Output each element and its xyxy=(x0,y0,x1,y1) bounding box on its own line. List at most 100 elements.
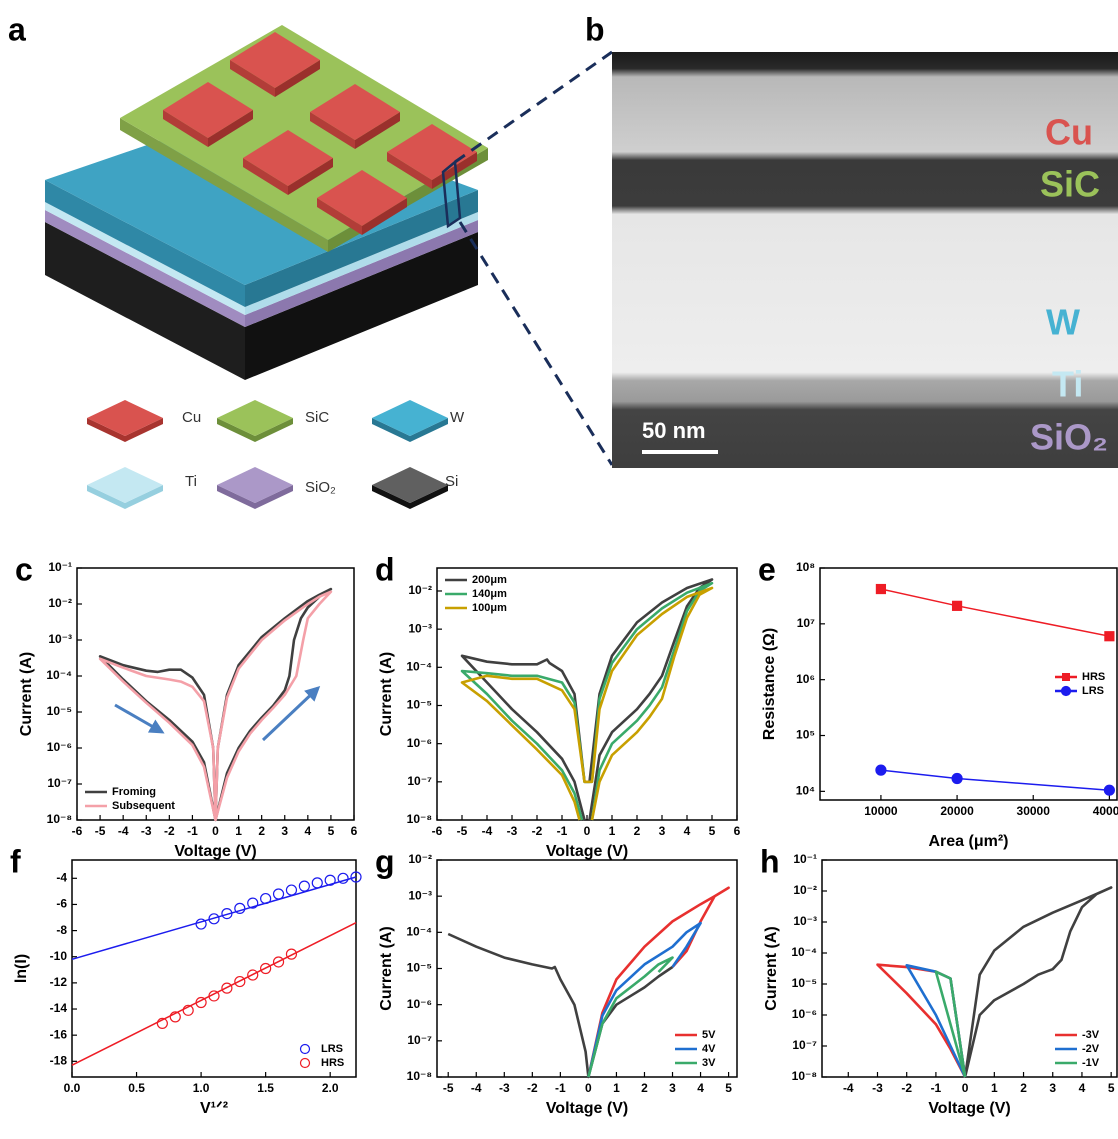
x-tick-label: 0.0 xyxy=(64,1081,81,1095)
x-tick-label: 20000 xyxy=(940,804,974,818)
si-right xyxy=(245,232,478,380)
y-tick-label: 10⁴ xyxy=(796,784,815,798)
legend-swatch xyxy=(1060,685,1072,697)
series-line xyxy=(98,590,333,822)
tem-image xyxy=(612,52,1118,468)
x-tick-label: 3 xyxy=(1049,1081,1056,1095)
y-tick-label: 10⁻⁴ xyxy=(406,925,432,939)
y-tick-label: 10⁻⁶ xyxy=(407,997,432,1011)
y-tick-label: 10⁸ xyxy=(796,560,815,574)
stack-diagram xyxy=(45,25,614,466)
point xyxy=(324,874,336,886)
panel-label: a xyxy=(8,11,26,47)
x-tick-label: 1 xyxy=(613,1081,620,1095)
panel-label: f xyxy=(10,843,21,879)
x-axis-title: Voltage (V) xyxy=(546,843,628,860)
legend-label: 4V xyxy=(702,1043,716,1055)
y-tick-label: 10⁻⁸ xyxy=(47,812,72,826)
point xyxy=(247,897,259,909)
legend-text: Ti xyxy=(185,473,197,490)
point xyxy=(350,871,362,883)
x-tick-label: -6 xyxy=(432,824,443,838)
y-tick-label: -16 xyxy=(50,1027,68,1041)
x-tick-label: 0 xyxy=(962,1081,969,1095)
x-tick-label: -2 xyxy=(901,1081,912,1095)
point xyxy=(221,907,233,920)
legend-label: 140μm xyxy=(472,588,507,600)
y-axis-title: Current (A) xyxy=(763,926,780,1010)
legend-label: 3V xyxy=(702,1057,716,1069)
point xyxy=(285,948,298,960)
x-tick-label: 5 xyxy=(328,824,335,838)
legend-text: Cu xyxy=(182,409,201,426)
series-line xyxy=(460,581,714,821)
series-line xyxy=(880,769,1110,791)
legend-text: Si xyxy=(445,473,458,490)
point xyxy=(182,1004,194,1016)
y-tick-label: 10⁻⁴ xyxy=(791,945,817,959)
x-tick-label: 3 xyxy=(659,824,666,838)
x-tick-label: -3 xyxy=(141,824,152,838)
legend-label: 200μm xyxy=(472,574,507,586)
plot-frame xyxy=(71,859,357,1078)
point xyxy=(260,962,272,975)
y-tick-label: -18 xyxy=(50,1053,68,1067)
x-tick-label: -1 xyxy=(187,824,198,838)
series-line xyxy=(934,970,967,1078)
x-tick-label: 30000 xyxy=(1017,804,1051,818)
y-tick-label: -6 xyxy=(56,897,67,911)
x-tick-label: 3 xyxy=(669,1081,676,1095)
sio2-left xyxy=(45,210,245,327)
x-tick-label: 2 xyxy=(258,824,265,838)
legend-label: 5V xyxy=(702,1029,716,1041)
tem-label: Ti xyxy=(1052,364,1083,405)
x-tick-label: 2.0 xyxy=(322,1081,339,1095)
x-tick-label: 0 xyxy=(212,824,219,838)
scale-bar xyxy=(642,450,718,454)
sic-top xyxy=(120,25,488,240)
legend-tile xyxy=(87,400,163,442)
x-tick-label: 2 xyxy=(641,1081,648,1095)
x-tick-label: -1 xyxy=(931,1081,942,1095)
point xyxy=(311,877,323,889)
y-tick-label: 10⁻¹ xyxy=(48,560,72,574)
y-tick-label: 10⁻³ xyxy=(408,621,432,635)
x-tick-label: 4 xyxy=(1079,1081,1086,1095)
y-tick-label: 10⁻⁵ xyxy=(407,961,432,975)
x-tick-label: 6 xyxy=(734,824,741,838)
legend-tile xyxy=(217,467,293,509)
point xyxy=(156,1017,168,1030)
point xyxy=(1104,631,1115,642)
legend-label: -3V xyxy=(1082,1029,1100,1041)
x-tick-label: -1 xyxy=(557,824,568,838)
x-tick-label: -1 xyxy=(555,1081,566,1095)
x-tick-label: -5 xyxy=(443,1081,454,1095)
legend-swatch xyxy=(1062,673,1070,681)
point xyxy=(234,975,246,988)
legend-label: LRS xyxy=(1082,685,1104,697)
scale-bar-label: 50 nm xyxy=(642,418,706,443)
panel-label: h xyxy=(760,843,780,879)
y-tick-label: 10⁻³ xyxy=(48,632,72,646)
y-tick-label: 10⁻² xyxy=(408,583,432,597)
y-tick-label: 10⁻⁷ xyxy=(47,776,72,790)
x-tick-label: -2 xyxy=(164,824,175,838)
y-tick-label: 10⁻⁵ xyxy=(47,704,72,718)
x-tick-label: 5 xyxy=(1108,1081,1115,1095)
panel-label: e xyxy=(758,551,776,587)
x-tick-label: -4 xyxy=(482,824,493,838)
legend-tile xyxy=(372,467,448,509)
sio2-right xyxy=(245,220,478,327)
y-tick-label: 10⁻⁶ xyxy=(47,740,72,754)
y-tick-label: 10⁻⁷ xyxy=(407,774,432,788)
x-tick-label: 5 xyxy=(725,1081,732,1095)
legend-label: 100μm xyxy=(472,602,507,614)
x-tick-label: 2 xyxy=(634,824,641,838)
y-axis-title: Current (A) xyxy=(18,652,35,736)
x-tick-label: 0 xyxy=(584,824,591,838)
x-tick-label: -3 xyxy=(872,1081,883,1095)
zoom-line xyxy=(454,50,613,164)
legend-tile xyxy=(87,467,163,509)
